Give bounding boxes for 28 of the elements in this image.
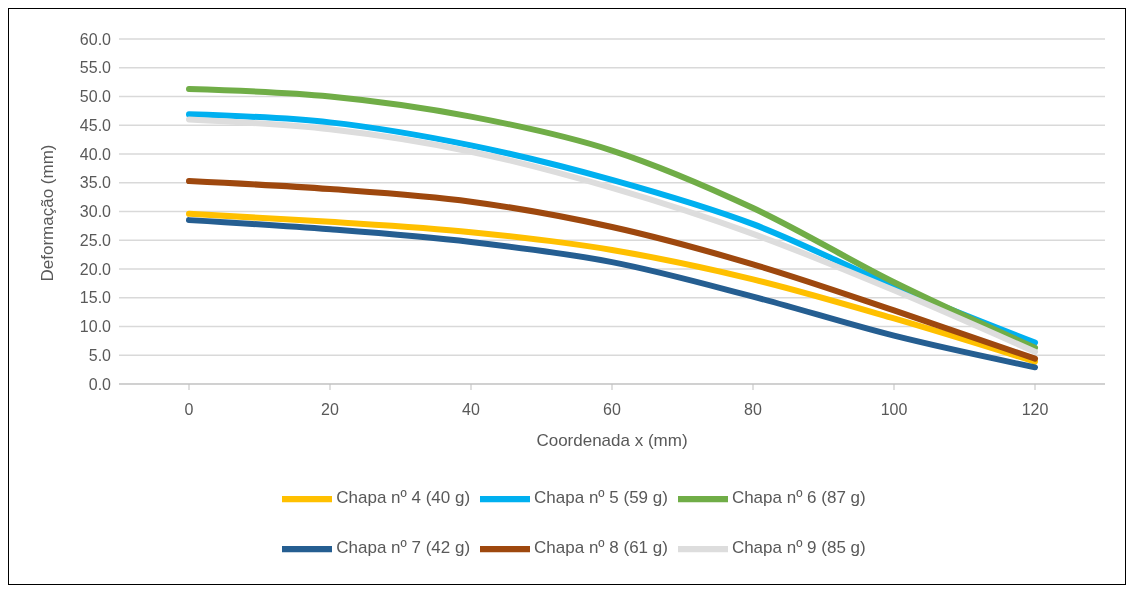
y-tick-label: 15.0 bbox=[79, 289, 112, 307]
legend-label: Chapa nº 7 (42 g) bbox=[336, 538, 471, 558]
y-tick-label: 25.0 bbox=[79, 231, 112, 249]
x-tick-label: 20 bbox=[321, 401, 339, 419]
y-tick-label: 10.0 bbox=[79, 318, 112, 336]
y-tick-label: 60.0 bbox=[79, 30, 112, 48]
y-tick-label: 0.0 bbox=[88, 375, 112, 393]
y-tick-label: 30.0 bbox=[79, 203, 112, 221]
y-tick-label: 55.0 bbox=[79, 59, 112, 77]
y-tick-label: 40.0 bbox=[79, 145, 112, 163]
x-tick-label: 120 bbox=[1021, 401, 1049, 419]
x-tick-label: 40 bbox=[462, 401, 480, 419]
y-tick-label: 5.0 bbox=[88, 346, 112, 364]
legend-label: Chapa nº 5 (59 g) bbox=[534, 488, 668, 508]
legend-label: Chapa nº 8 (61 g) bbox=[534, 538, 668, 558]
x-tick-label: 100 bbox=[880, 401, 908, 419]
legend-label: Chapa nº 6 (87 g) bbox=[731, 488, 866, 508]
y-tick-label: 20.0 bbox=[79, 260, 112, 278]
x-tick-label: 60 bbox=[603, 401, 621, 419]
y-tick-label: 50.0 bbox=[79, 88, 112, 106]
legend-label: Chapa nº 9 (85 g) bbox=[731, 538, 866, 558]
x-tick-label: 0 bbox=[184, 401, 194, 419]
legend-label: Chapa nº 4 (40 g) bbox=[336, 488, 471, 508]
y-tick-label: 35.0 bbox=[79, 174, 112, 192]
x-axis-title: Coordenada x (mm) bbox=[536, 431, 688, 451]
y-tick-label: 45.0 bbox=[79, 116, 112, 134]
y-axis-title: Deformação (mm) bbox=[38, 144, 58, 282]
x-tick-label: 80 bbox=[744, 401, 762, 419]
